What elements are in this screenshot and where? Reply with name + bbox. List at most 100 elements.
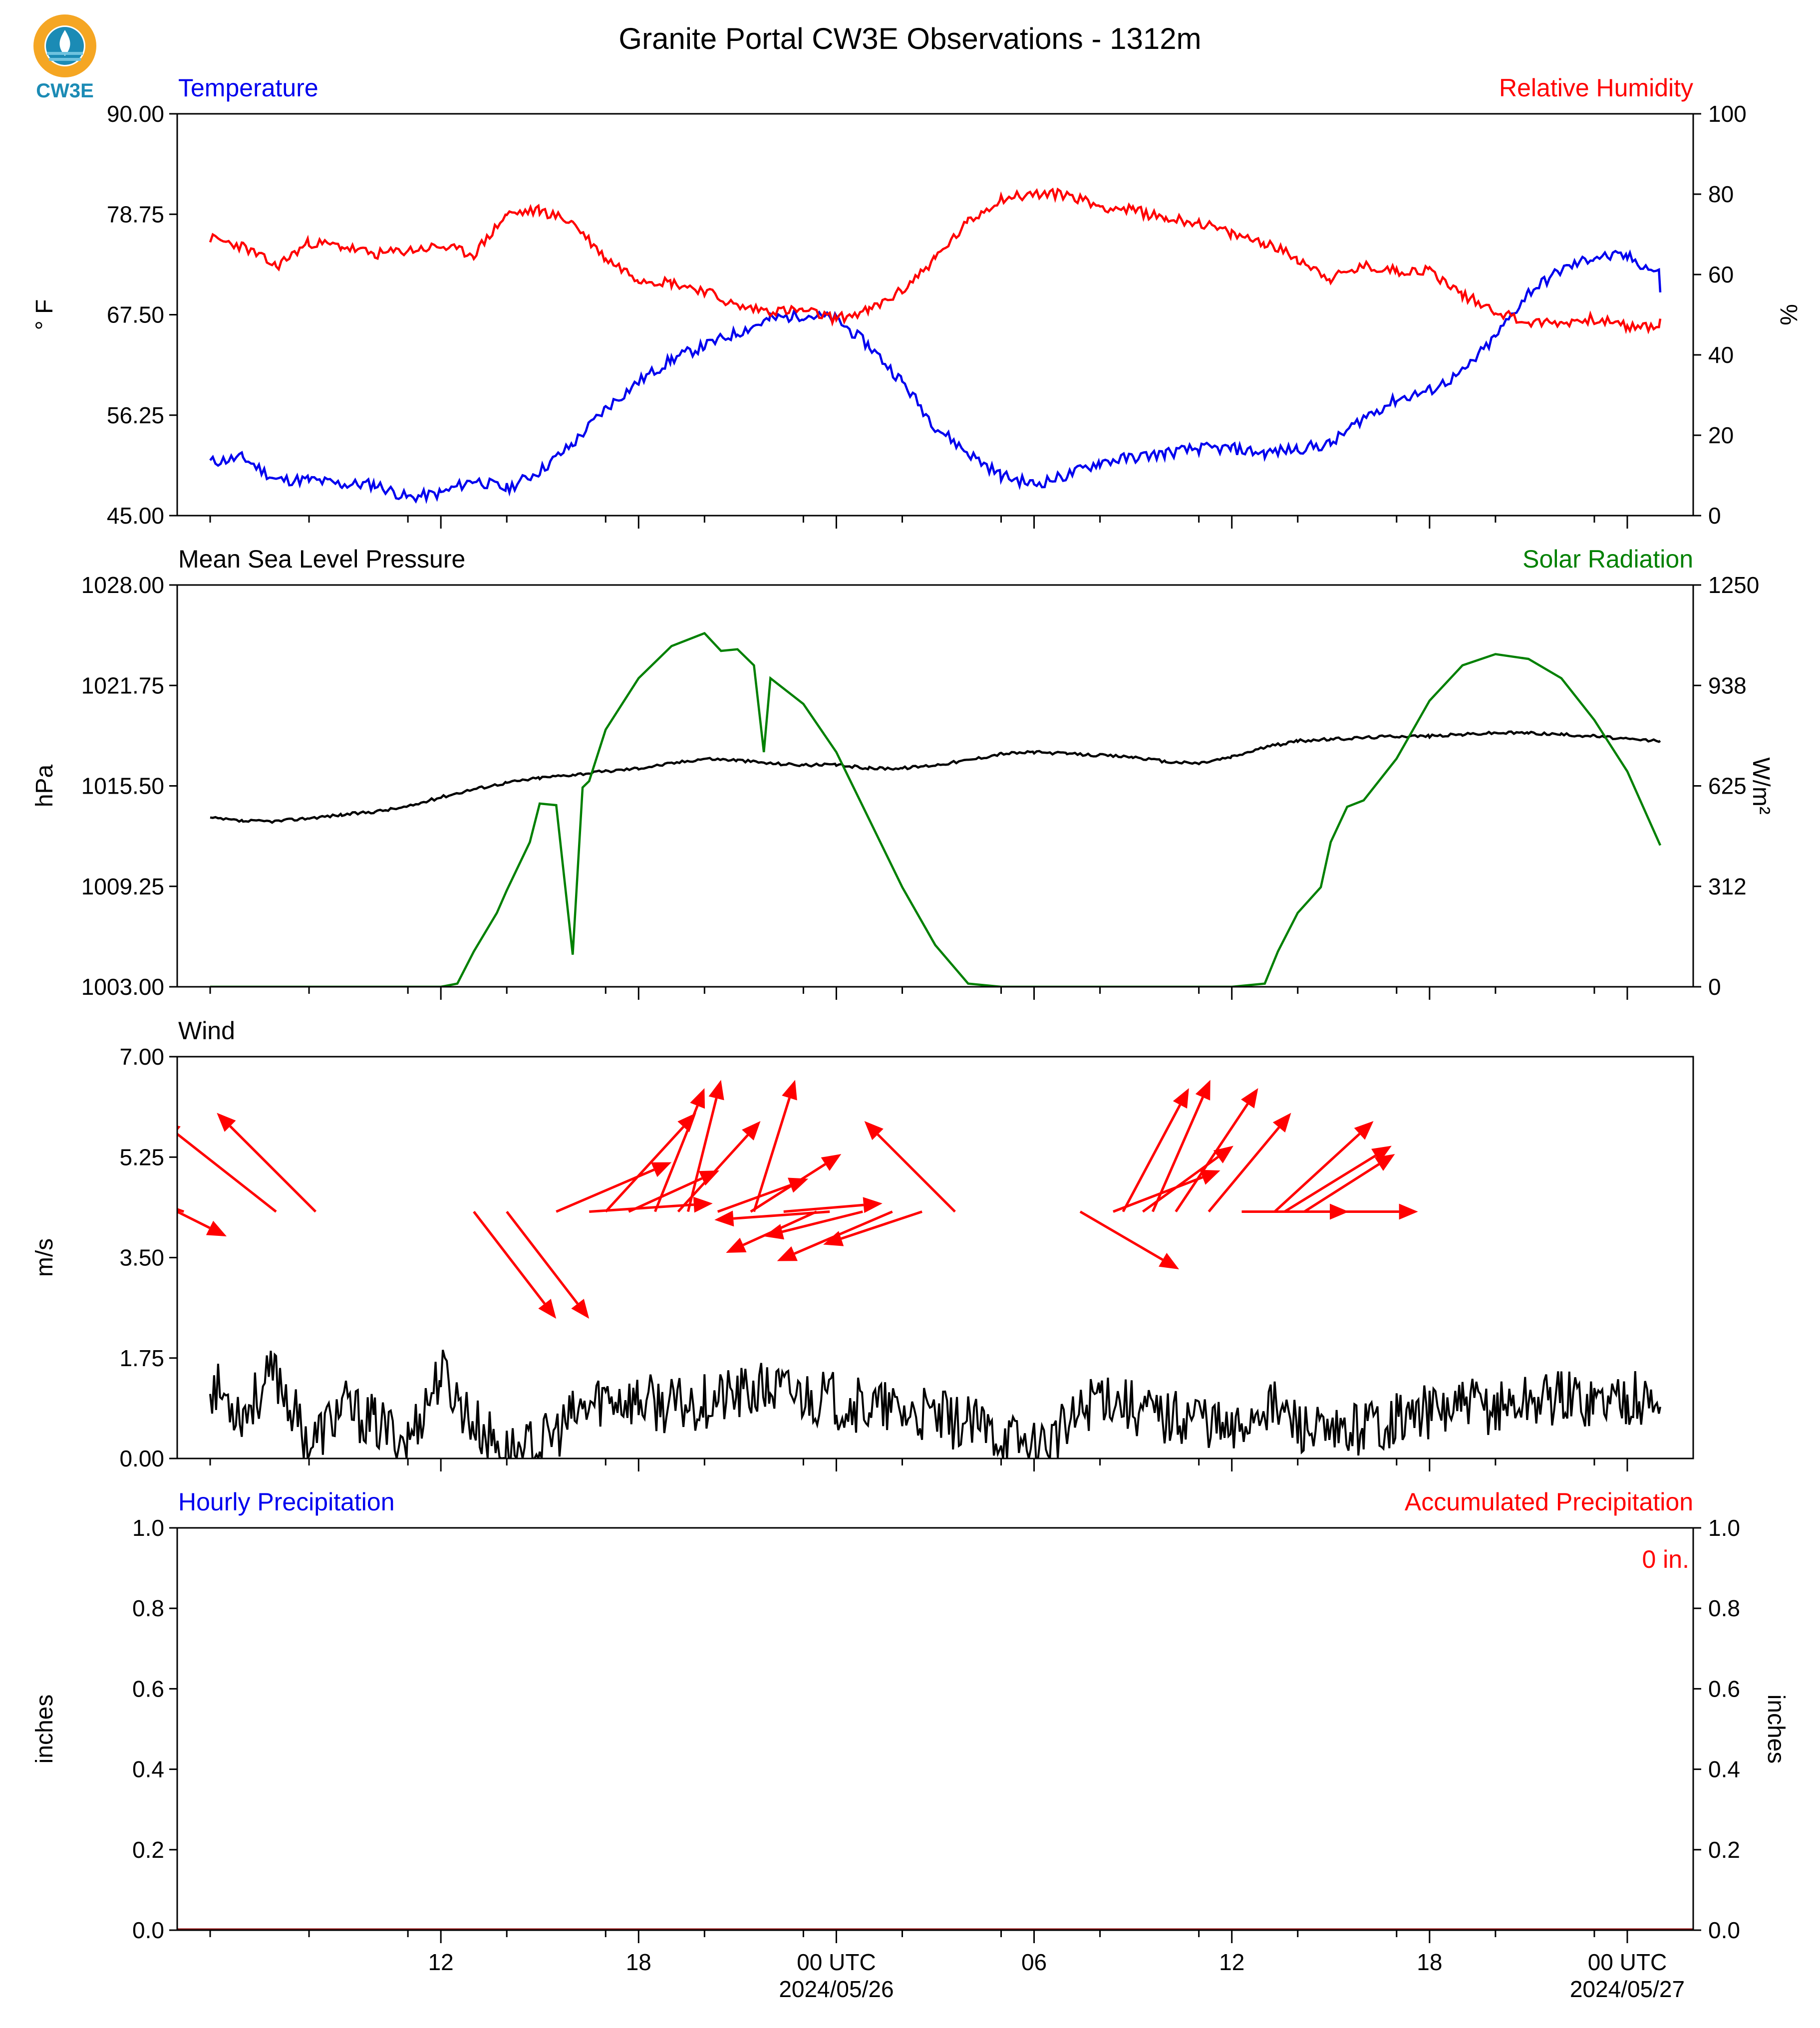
wind-arrow-shaft xyxy=(653,1105,699,1212)
y-axis-label: inches xyxy=(31,1695,58,1764)
wind-arrow xyxy=(506,1210,590,1319)
x-tick-label: 12 xyxy=(428,1949,454,1975)
x-tick-label: 18 xyxy=(1417,1949,1442,1975)
wind-arrow-head xyxy=(1354,1121,1374,1140)
wind-arrow-head xyxy=(1374,1154,1395,1171)
wind-arrow-shaft xyxy=(605,1126,684,1213)
y-tick-right-label: 0.6 xyxy=(1708,1676,1740,1702)
logo-text: CW3E xyxy=(36,80,94,102)
wind-arrow xyxy=(686,1080,724,1212)
wind-arrow-head xyxy=(821,1154,842,1171)
panel-left-title: Wind xyxy=(178,1017,235,1045)
x-tick-label: 00 UTC xyxy=(797,1949,876,1975)
wind-arrow-head xyxy=(1195,1080,1211,1101)
y-tick-label: 45.00 xyxy=(107,503,164,529)
wind-arrow-head xyxy=(651,1162,672,1177)
wind-arrow-head xyxy=(177,1126,181,1131)
x-tick-date-label: 2024/05/27 xyxy=(1570,1976,1685,2002)
wind-arrow xyxy=(177,1126,277,1213)
wind-arrow-head xyxy=(788,1177,809,1193)
panel-left-title: Temperature xyxy=(178,74,318,102)
panel-wind: 7.00 5.25 3.50 1.75 0.00 m/s Wind xyxy=(31,1017,1694,1471)
wind-arrow xyxy=(823,1210,922,1246)
wind-arrow-shaft xyxy=(177,1132,277,1213)
wind-arrow-shaft xyxy=(1208,1127,1280,1213)
wind-arrow-shaft xyxy=(473,1210,546,1305)
y-tick-right-label: 0.2 xyxy=(1708,1837,1740,1863)
wind-arrow-head xyxy=(782,1080,797,1101)
cw3e-logo: CW3E xyxy=(33,14,96,102)
y-tick-label: 90.00 xyxy=(107,101,164,127)
y-axis-right-label: W/m² xyxy=(1748,757,1774,815)
wind-arrow-shaft xyxy=(1284,1155,1376,1213)
y-tick-label: 67.50 xyxy=(107,302,164,328)
wind-arrow xyxy=(177,1210,227,1236)
wind-arrow-head xyxy=(538,1299,557,1319)
wind-arrow-shaft xyxy=(783,1203,864,1213)
wind-arrow xyxy=(1284,1146,1392,1213)
wind-arrow-head xyxy=(823,1231,844,1246)
wind-arrow-shaft xyxy=(686,1098,718,1212)
wind-arrow xyxy=(777,1210,893,1261)
panel-pressure-solar: 1028.00 1021.75 1015.50 1009.25 1003.00 1250 9… xyxy=(31,545,1774,1000)
wind-arrow-shaft xyxy=(841,1210,922,1240)
wind-arrow-head xyxy=(217,1113,236,1132)
wind-arrow-shaft xyxy=(1303,1163,1380,1213)
x-tick-label: 12 xyxy=(1219,1949,1244,1975)
y-tick-right-label: 0 xyxy=(1708,503,1721,529)
y-tick-right-label: 80 xyxy=(1708,181,1734,207)
y-tick-label: 1021.75 xyxy=(81,672,164,698)
y-tick-label: 1009.25 xyxy=(81,873,164,899)
y-tick-right-label: 0 xyxy=(1708,974,1721,1000)
wind-arrow-head xyxy=(726,1237,747,1253)
y-tick-label: 1.75 xyxy=(119,1345,164,1371)
wind-arrow xyxy=(473,1210,557,1319)
wind-arrow-head xyxy=(714,1210,734,1227)
wind-arrow-head xyxy=(1159,1253,1179,1269)
panel-right-title: Accumulated Precipitation xyxy=(1405,1488,1693,1516)
plot-frame xyxy=(176,1056,1694,1459)
wind-arrow-shaft xyxy=(229,1125,317,1213)
wind-arrow-shaft xyxy=(1079,1210,1164,1261)
wind-arrow-head xyxy=(742,1121,761,1141)
wind-arrow xyxy=(677,1121,761,1213)
wind-arrow-head xyxy=(1399,1203,1418,1220)
wind-arrow-shaft xyxy=(750,1163,826,1213)
wind-arrow xyxy=(1113,1169,1220,1213)
wind-arrow xyxy=(217,1113,317,1213)
y-tick-right-label: 1.0 xyxy=(1708,1515,1740,1541)
x-tick-label: 06 xyxy=(1021,1949,1047,1975)
y-tick-label: 1.0 xyxy=(132,1515,164,1541)
y-tick-right-label: 938 xyxy=(1708,672,1747,698)
y-tick-label: 3.50 xyxy=(119,1245,164,1271)
wind-arrow-head xyxy=(1272,1113,1291,1133)
wind-arrow-shaft xyxy=(1113,1176,1203,1213)
y-tick-right-label: 312 xyxy=(1708,873,1747,899)
accumulated-precip-label: 0 in. xyxy=(1642,1545,1689,1573)
wind-arrow-shaft xyxy=(752,1098,791,1212)
humidity-line xyxy=(209,187,1662,334)
wind-arrow-head xyxy=(864,1121,884,1141)
wind-arrow-head xyxy=(863,1197,883,1213)
wind-arrow xyxy=(1273,1121,1374,1213)
temperature-line xyxy=(209,249,1662,505)
panel-precipitation: 1.0 0.8 0.6 0.4 0.2 0.0 1.0 0.8 0.6 0.4 0.2 0.0 inch… xyxy=(31,1488,1789,1943)
wind-arrow xyxy=(1303,1154,1395,1213)
wind-arrow-head xyxy=(777,1246,798,1261)
wind-arrow xyxy=(764,1210,863,1240)
plot-frame xyxy=(176,113,1694,517)
wind-arrow-shaft xyxy=(177,1210,211,1229)
wind-arrow-shaft xyxy=(677,1134,749,1213)
panel-temperature-humidity: 90.00 78.75 67.50 56.25 45.00 100 80 60 40 20 0 ° F… xyxy=(31,74,1802,529)
wind-arrow xyxy=(783,1197,883,1213)
wind-arrow-head xyxy=(693,1196,713,1213)
y-tick-right-label: 625 xyxy=(1708,773,1747,799)
wind-arrow xyxy=(1151,1080,1211,1212)
y-axis-label: ° F xyxy=(31,299,58,330)
panel-right-title: Solar Radiation xyxy=(1522,545,1693,573)
wind-arrow xyxy=(1079,1210,1179,1269)
y-tick-label: 56.25 xyxy=(107,402,164,428)
y-axis-right-label: inches xyxy=(1763,1695,1789,1764)
y-tick-label: 0.0 xyxy=(132,1917,164,1943)
